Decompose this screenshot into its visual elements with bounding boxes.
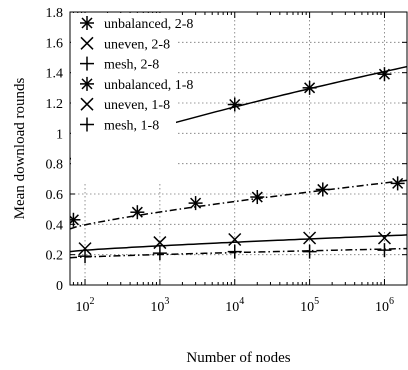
marker-asterisk bbox=[188, 196, 203, 211]
marker-stroke bbox=[81, 17, 93, 29]
legend-item: unbalanced, 1-8 bbox=[80, 76, 193, 93]
marker-stroke bbox=[131, 206, 143, 218]
marker-stroke bbox=[228, 232, 242, 247]
y-tick-label: 0 bbox=[56, 279, 63, 294]
x-tick-label: 104 bbox=[225, 296, 244, 315]
marker-asterisk bbox=[80, 76, 94, 91]
marker-stroke bbox=[80, 97, 94, 111]
marker-stroke bbox=[303, 231, 317, 245]
marker-asterisk bbox=[315, 182, 330, 197]
y-tick-label: 0.6 bbox=[46, 188, 64, 203]
series-line bbox=[70, 234, 407, 253]
x-tick-label: 105 bbox=[300, 296, 319, 315]
marker-asterisk bbox=[227, 97, 242, 112]
y-axis-title: Mean download rounds bbox=[12, 78, 28, 220]
y-tick-label: 1.8 bbox=[46, 6, 64, 21]
y-tick-label: 0.4 bbox=[46, 218, 64, 233]
legend-item: uneven, 2-8 bbox=[80, 36, 170, 52]
legend-label: uneven, 2-8 bbox=[104, 37, 170, 52]
plot-frame bbox=[69, 11, 408, 286]
legend-label: mesh, 2-8 bbox=[104, 58, 159, 73]
marker-stroke bbox=[251, 191, 263, 203]
y-tick-label: 0.2 bbox=[46, 249, 64, 264]
marker-plus bbox=[377, 243, 392, 258]
marker-x bbox=[228, 232, 242, 247]
legend-label: uneven, 1-8 bbox=[104, 98, 170, 113]
marker-plus bbox=[80, 56, 94, 71]
marker-stroke bbox=[392, 177, 404, 189]
marker-asterisk bbox=[250, 190, 265, 205]
marker-asterisk bbox=[377, 67, 392, 82]
legend-label: unbalanced, 2-8 bbox=[104, 17, 193, 32]
legend-item: mesh, 1-8 bbox=[80, 117, 159, 134]
marker-asterisk bbox=[130, 205, 145, 220]
marker-x bbox=[303, 231, 317, 245]
marker-x bbox=[377, 231, 391, 245]
marker-asterisk bbox=[390, 176, 405, 191]
marker-plus bbox=[227, 244, 242, 259]
marker-x bbox=[153, 236, 167, 250]
series-line bbox=[70, 247, 407, 259]
legend-label: mesh, 1-8 bbox=[104, 119, 159, 134]
marker-plus bbox=[302, 244, 317, 259]
y-tick-label: 0.8 bbox=[46, 158, 64, 173]
legend: unbalanced, 2-8 uneven, 2-8 mesh, 2-8 unbal… bbox=[71, 13, 193, 183]
marker-stroke bbox=[190, 197, 202, 209]
marker-plus bbox=[80, 117, 94, 132]
marker-plus bbox=[152, 246, 167, 261]
y-tick-label: 1 bbox=[56, 127, 63, 142]
marker-stroke bbox=[78, 242, 92, 256]
marker-stroke bbox=[229, 98, 241, 111]
x-tick-label: 102 bbox=[76, 296, 95, 315]
marker-x bbox=[80, 36, 94, 50]
marker-x bbox=[78, 242, 92, 256]
marker-plus bbox=[78, 249, 93, 264]
marker-stroke bbox=[80, 36, 94, 50]
x-tick-label: 106 bbox=[375, 296, 394, 315]
legend-item: uneven, 1-8 bbox=[80, 97, 170, 113]
axes: 0 0.2 0.4 0.6 0.8 1 1.2 1.4 1.6 1.8 102 103 104 105 10… bbox=[46, 6, 408, 315]
y-tick-label: 1.4 bbox=[46, 67, 64, 82]
marker-stroke bbox=[81, 78, 93, 90]
x-axis-title: Number of nodes bbox=[186, 350, 290, 366]
marker-x bbox=[80, 97, 94, 111]
legend-label: unbalanced, 1-8 bbox=[104, 78, 193, 93]
series-line bbox=[70, 179, 407, 230]
marker-asterisk bbox=[302, 80, 317, 95]
legend-item: unbalanced, 2-8 bbox=[80, 16, 193, 32]
x-tick-label: 103 bbox=[150, 296, 169, 315]
marker-stroke bbox=[304, 82, 316, 94]
marker-stroke bbox=[377, 231, 391, 245]
marker-stroke bbox=[153, 236, 167, 250]
legend-item: mesh, 2-8 bbox=[80, 56, 159, 73]
marker-asterisk bbox=[80, 16, 94, 30]
y-tick-label: 1.6 bbox=[46, 36, 64, 51]
marker-stroke bbox=[317, 183, 329, 195]
marker-stroke bbox=[378, 68, 390, 80]
y-tick-label: 1.2 bbox=[46, 97, 64, 112]
